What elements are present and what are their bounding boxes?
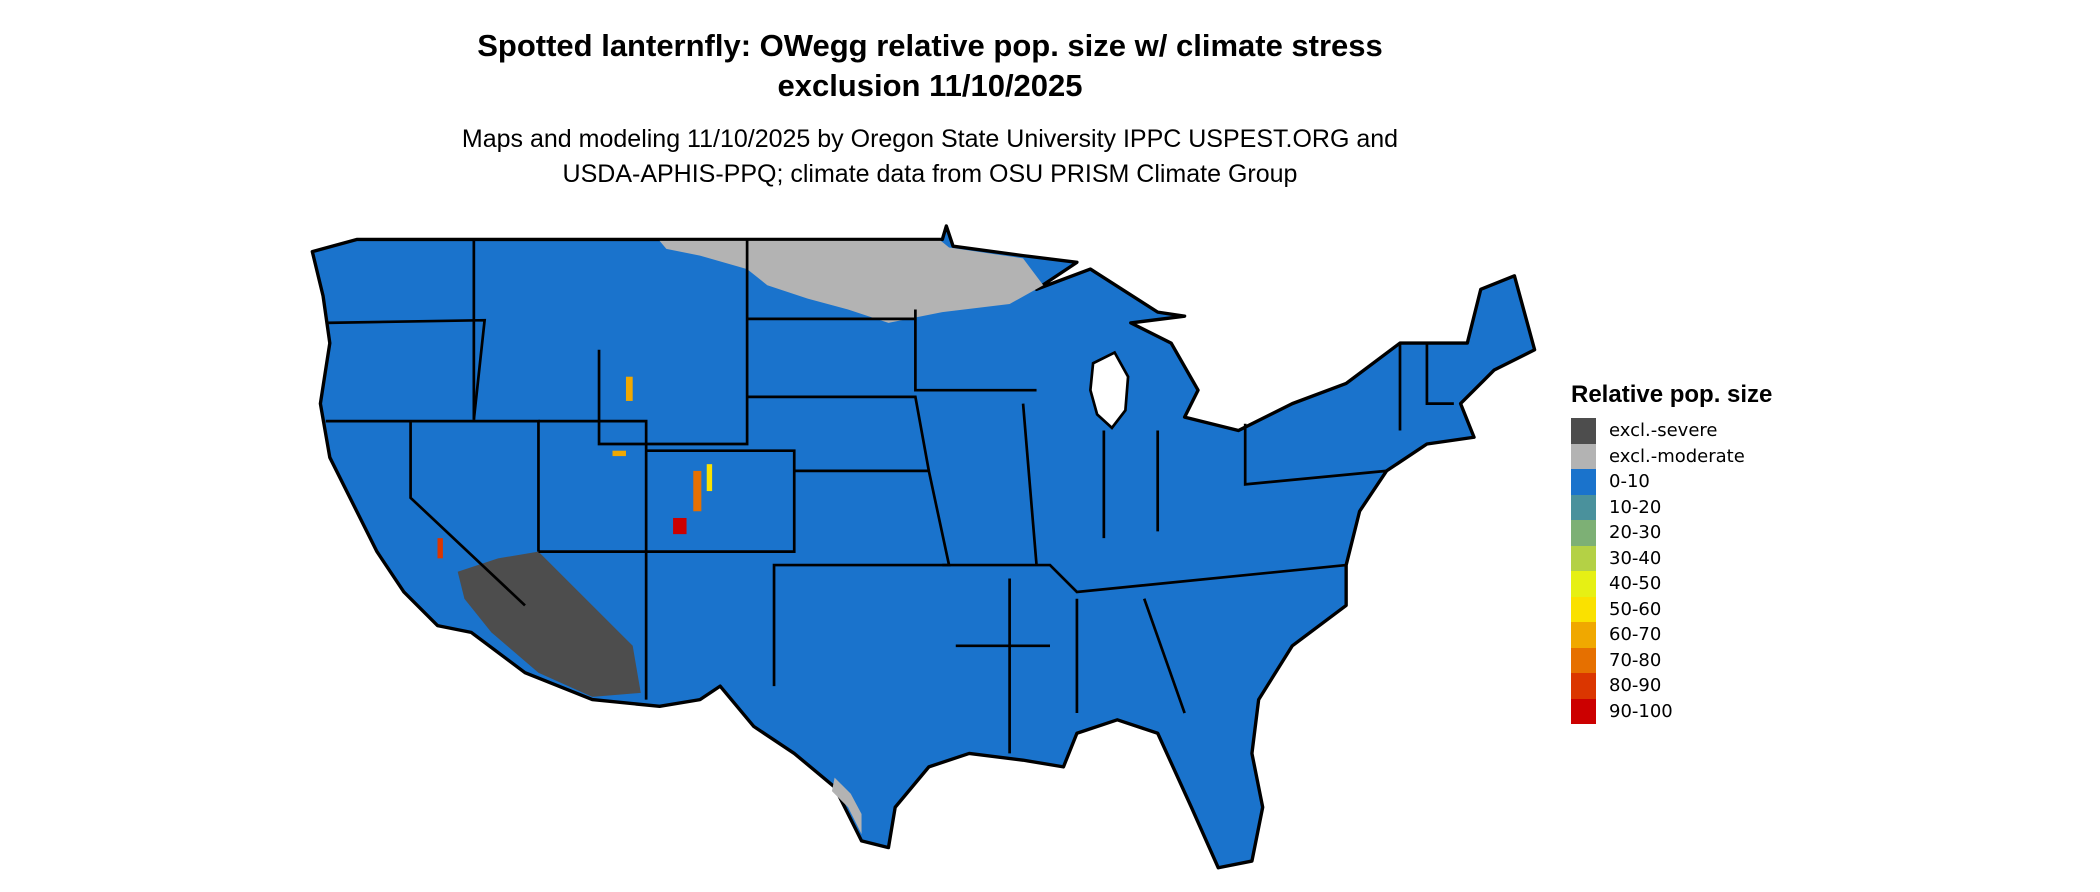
lake-michigan [1089, 350, 1130, 430]
legend-item: 40-50 [1571, 571, 1772, 597]
state-border [1142, 598, 1186, 714]
legend-swatch [1571, 596, 1596, 622]
legend-swatch [1571, 698, 1596, 724]
legend-item: excl.-severe [1571, 418, 1772, 444]
legend-label: 30-40 [1609, 547, 1662, 569]
map-subtitle: Maps and modeling 11/10/2025 by Oregon S… [0, 122, 1860, 192]
us-outline [310, 224, 1537, 870]
pop-patch [612, 450, 626, 457]
legend-item: excl.-moderate [1571, 443, 1772, 469]
legend-label: 20-30 [1609, 522, 1662, 544]
legend: Relative pop. size excl.-severe excl.-mod… [1571, 381, 1772, 724]
excl-moderate-north [659, 240, 1044, 323]
legend-swatch [1571, 443, 1596, 469]
pop-patch [706, 464, 713, 492]
state-border [914, 309, 1037, 392]
pop-patch [625, 376, 633, 401]
state-border [1021, 403, 1038, 566]
legend-item: 0-10 [1571, 469, 1772, 495]
legend-item: 90-100 [1571, 698, 1772, 724]
legend-item: 80-90 [1571, 673, 1772, 699]
legend-swatch [1571, 622, 1596, 648]
high-pop-patches [437, 376, 713, 559]
legend-swatch [1571, 418, 1596, 444]
state-border [747, 395, 931, 472]
legend-label: 70-80 [1609, 649, 1662, 671]
legend-swatch [1571, 494, 1596, 520]
legend-swatch [1571, 647, 1596, 673]
legend-swatch [1571, 469, 1596, 495]
legend-items: excl.-severe excl.-moderate 0-10 10-20 20-30… [1571, 418, 1772, 724]
legend-label: 80-90 [1609, 675, 1662, 697]
legend-label: 0-10 [1609, 471, 1650, 493]
legend-item: 10-20 [1571, 494, 1772, 520]
subtitle-line-1: Maps and modeling 11/10/2025 by Oregon S… [461, 125, 1399, 153]
legend-label: 40-50 [1609, 573, 1662, 595]
state-border [538, 419, 648, 553]
state-border [1425, 343, 1454, 405]
title-line-1: Spotted lanternfly: OWegg relative pop. … [477, 28, 1383, 63]
state-border [409, 421, 526, 607]
state-borders [325, 239, 1454, 754]
excl-moderate-south-texas [831, 777, 862, 835]
state-border [1243, 423, 1387, 486]
legend-title: Relative pop. size [1571, 381, 1773, 408]
excl-severe-southwest [457, 551, 641, 697]
legend-label: 90-100 [1609, 700, 1673, 722]
legend-swatch [1571, 673, 1596, 699]
state-border [644, 449, 796, 700]
legend-label: excl.-moderate [1609, 445, 1745, 467]
legend-item: 50-60 [1571, 596, 1772, 622]
legend-item: 30-40 [1571, 545, 1772, 571]
legend-label: 10-20 [1609, 496, 1662, 518]
state-border [325, 318, 487, 420]
legend-label: excl.-severe [1609, 420, 1718, 442]
state-border [942, 563, 1347, 594]
pop-patch [437, 538, 443, 559]
legend-item: 70-80 [1571, 647, 1772, 673]
legend-label: 50-60 [1609, 598, 1662, 620]
state-border [597, 239, 749, 446]
legend-item: 60-70 [1571, 622, 1772, 648]
pop-patch [673, 517, 687, 535]
title-line-2: exclusion 11/10/2025 [777, 68, 1083, 103]
legend-swatch [1571, 571, 1596, 597]
pop-patch [693, 470, 702, 512]
legend-swatch [1571, 545, 1596, 571]
legend-swatch [1571, 520, 1596, 546]
legend-label: 60-70 [1609, 624, 1662, 646]
map-title: Spotted lanternfly: OWegg relative pop. … [0, 26, 1860, 106]
legend-item: 20-30 [1571, 520, 1772, 546]
subtitle-line-2: USDA-APHIS-PPQ; climate data from OSU PR… [562, 160, 1298, 188]
